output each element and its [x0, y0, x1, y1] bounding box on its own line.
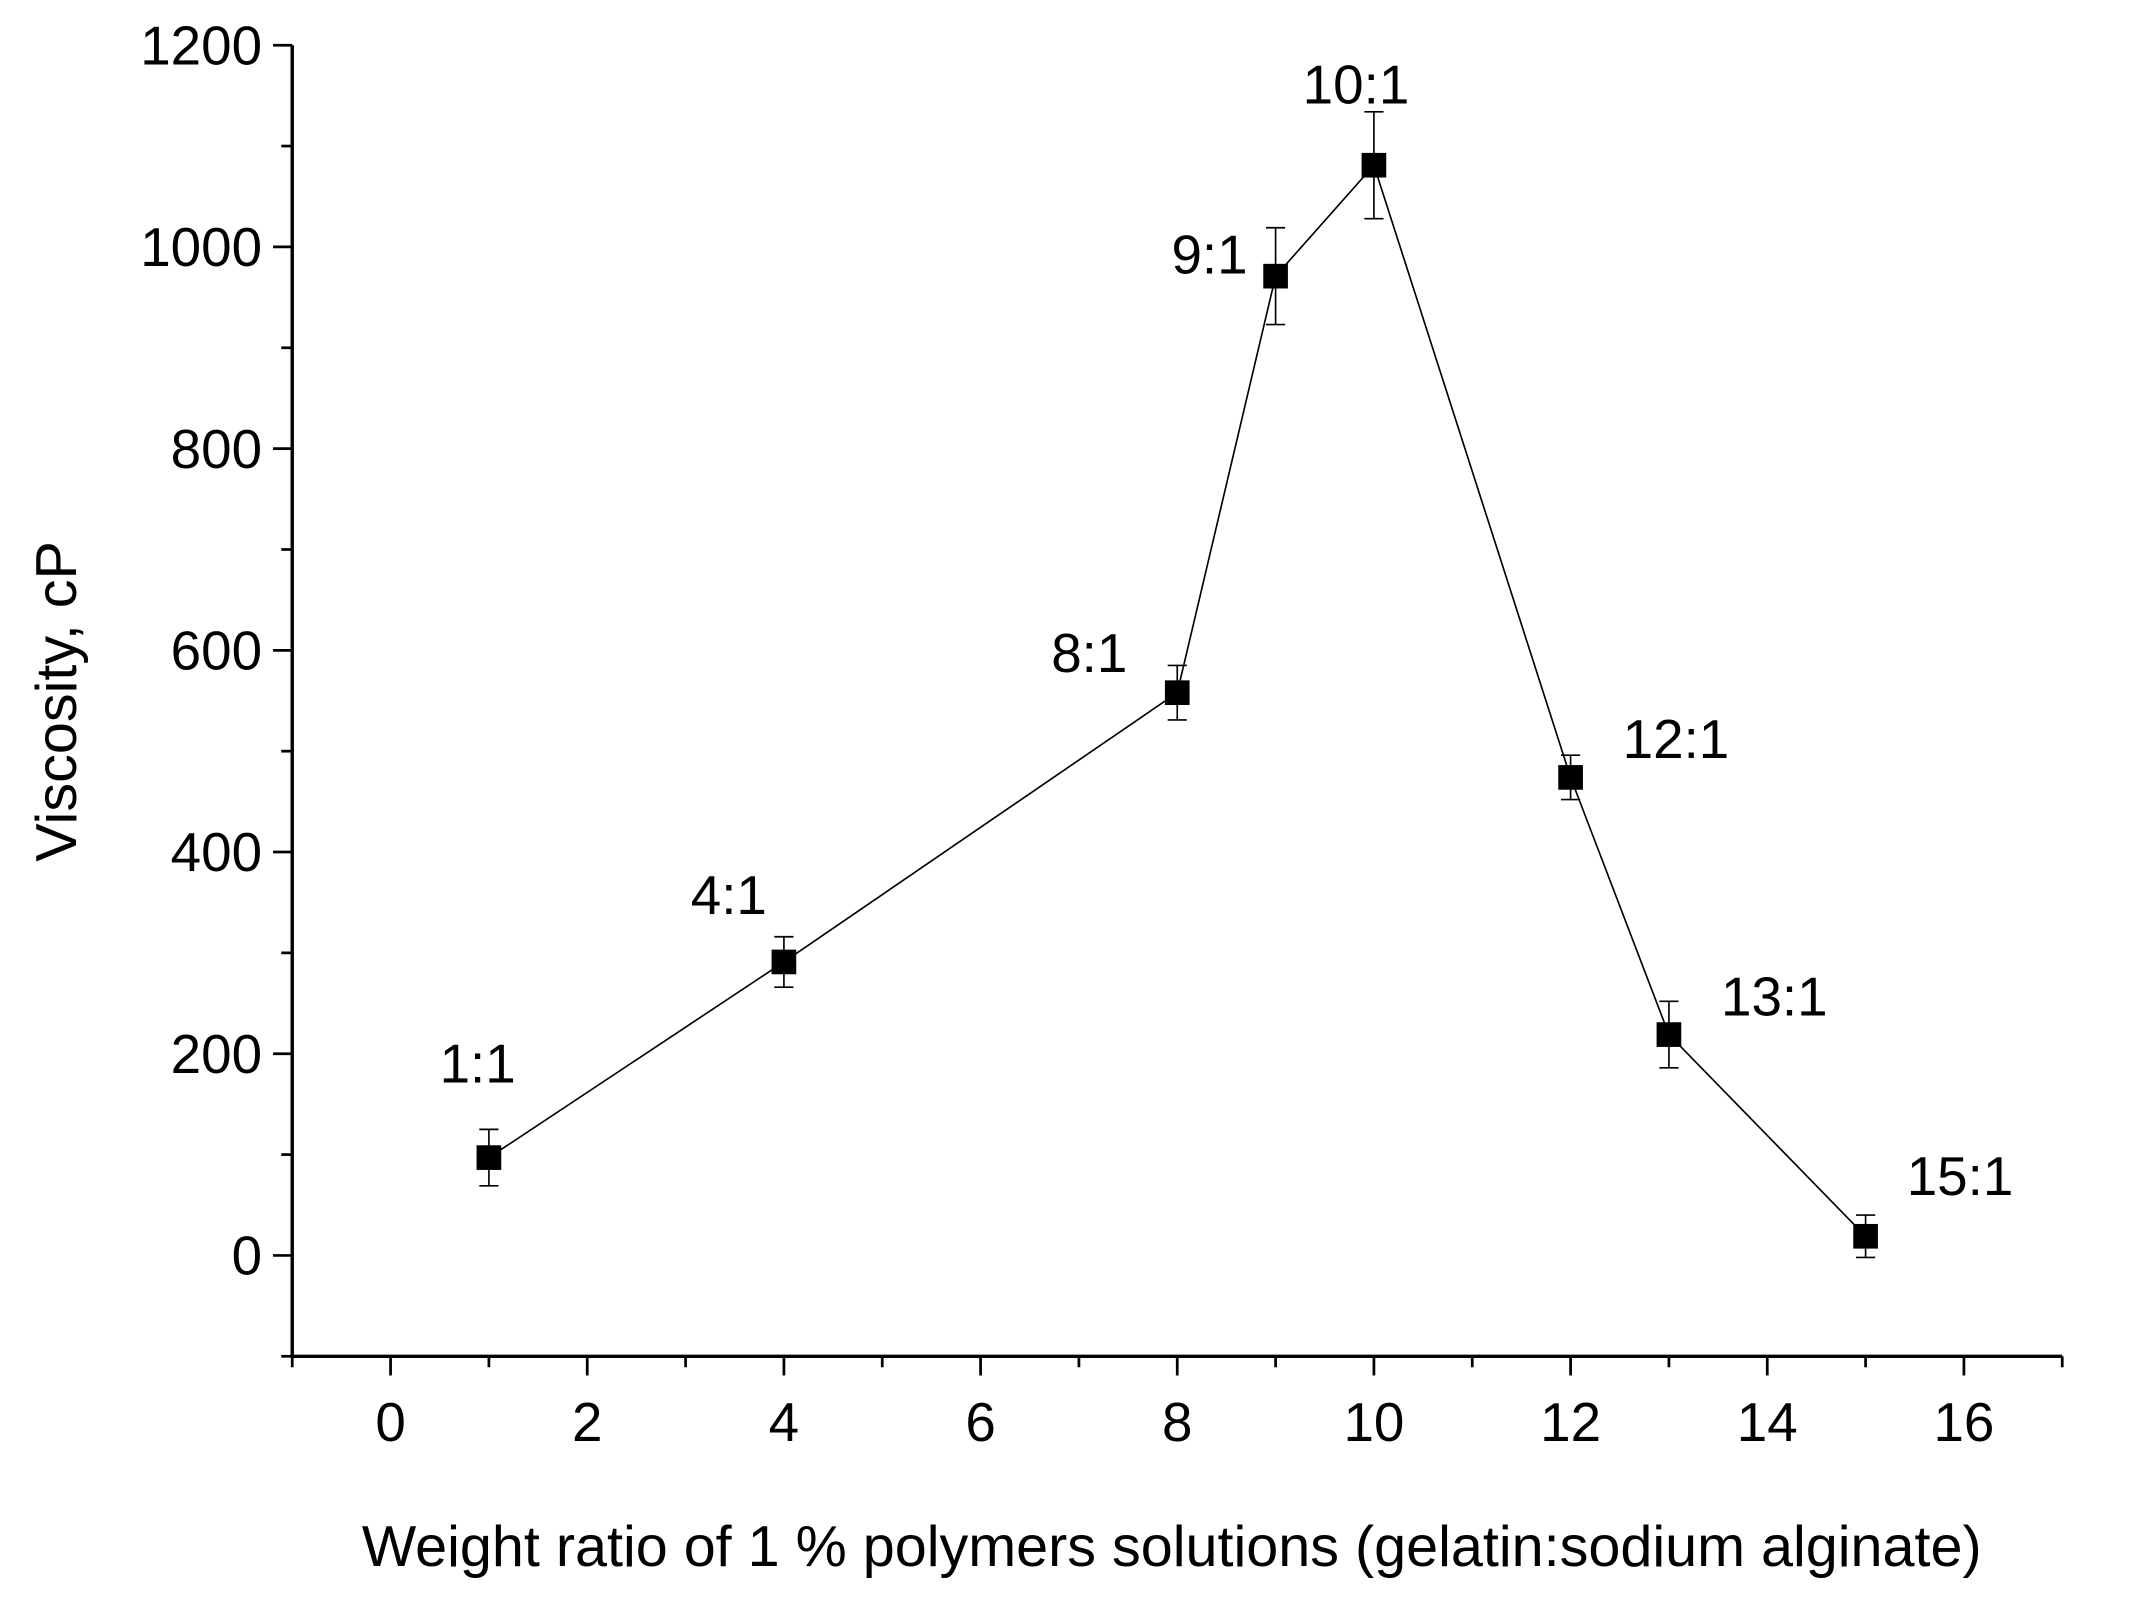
- x-tick-label: 16: [1933, 1391, 1994, 1453]
- data-point: [1656, 1022, 1682, 1047]
- data-label: 15:1: [1907, 1145, 2014, 1207]
- data-label: 13:1: [1721, 965, 1828, 1027]
- x-tick-label: 0: [375, 1391, 405, 1453]
- x-axis-label: Weight ratio of 1 % polymers solutions (…: [362, 1515, 1982, 1579]
- y-tick-label: 800: [171, 418, 262, 480]
- data-point: [476, 1145, 502, 1170]
- data-point: [1361, 152, 1387, 178]
- y-tick-label: 1000: [140, 216, 262, 278]
- data-marks: 1:1 4:1 8:1 9:1 10:1 12:1 13:1 15:1: [440, 54, 2014, 1259]
- x-tick-label: 10: [1343, 1391, 1404, 1453]
- data-point: [1263, 263, 1288, 289]
- data-label: 12:1: [1623, 708, 1730, 770]
- data-point: [1853, 1223, 1878, 1249]
- data-point: [1558, 765, 1583, 790]
- data-label: 1:1: [440, 1032, 516, 1094]
- y-tick-label: 0: [232, 1225, 262, 1287]
- data-label: 10:1: [1303, 54, 1410, 116]
- data-label: 4:1: [691, 864, 767, 926]
- x-tick-label: 14: [1737, 1391, 1798, 1453]
- data-label: 9:1: [1171, 223, 1247, 285]
- axes: 0 2 4 6 8 10 12 14 16 0 200 400 600 800 1000 1200: [140, 14, 2064, 1453]
- x-tick-label: 12: [1540, 1391, 1601, 1453]
- series-line: [488, 163, 1867, 1237]
- y-tick-label: 400: [171, 821, 262, 883]
- y-tick-label: 1200: [140, 14, 262, 76]
- y-tick-label: 600: [171, 620, 262, 682]
- x-tick-label: 4: [769, 1391, 799, 1453]
- y-tick-label: 200: [171, 1023, 262, 1085]
- data-point: [1164, 680, 1190, 706]
- y-axis-label: Viscosity, cP: [25, 541, 89, 862]
- x-tick-label: 2: [572, 1391, 602, 1453]
- x-tick-label: 8: [1162, 1391, 1192, 1453]
- data-point: [771, 949, 797, 975]
- x-tick-label: 6: [965, 1391, 995, 1453]
- data-label: 8:1: [1051, 622, 1127, 684]
